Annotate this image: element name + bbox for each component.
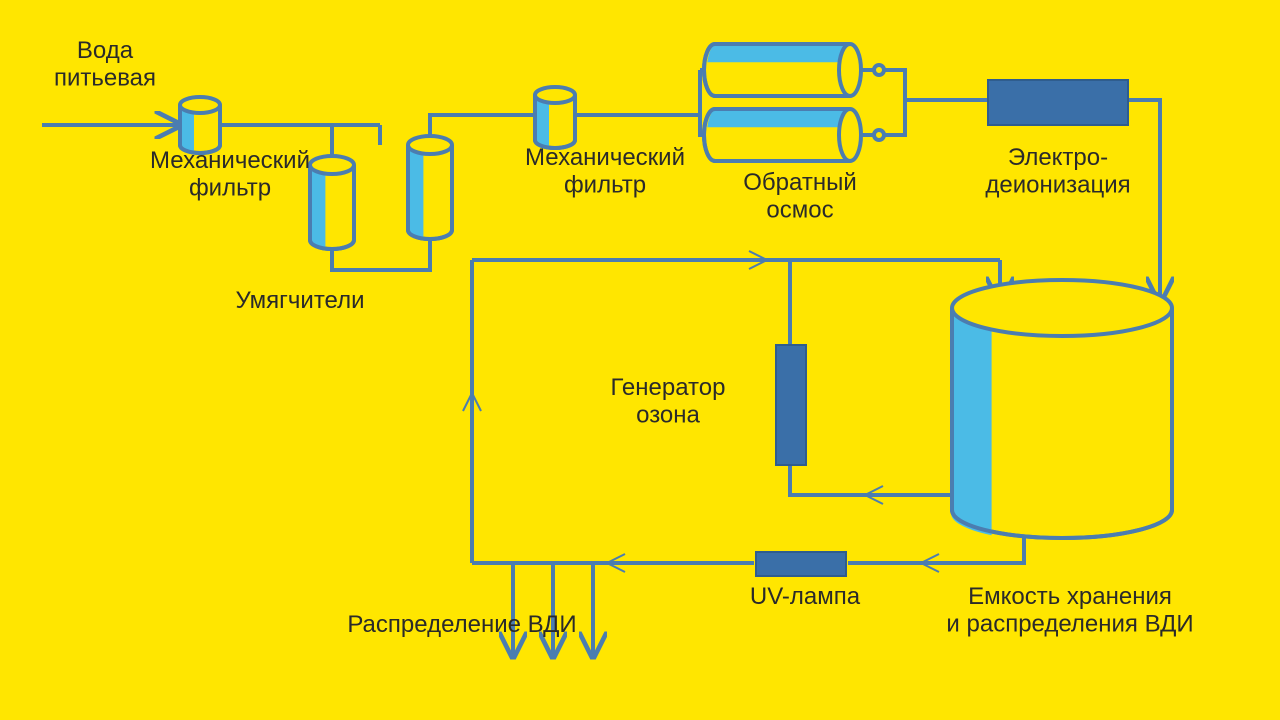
reverse-osmosis-bottom	[704, 109, 884, 161]
ozone-block	[776, 345, 806, 465]
reverse-osmosis-top	[704, 44, 884, 96]
water-purification-diagram: ВодапитьеваяМеханическийфильтрУмягчители…	[0, 0, 1280, 720]
softener-2	[408, 136, 452, 239]
softener-1	[310, 156, 354, 249]
mech-filter-2	[535, 87, 575, 148]
uv-lamp-block	[756, 552, 846, 576]
storage-tank	[951, 280, 1172, 538]
label-distribution: Распределение ВДИ	[347, 611, 576, 638]
label-tank: Емкость храненияи распределения ВДИ	[946, 583, 1193, 638]
label-softeners: Умягчители	[235, 287, 364, 314]
edi-block	[988, 80, 1128, 125]
label-uvlamp: UV-лампа	[750, 583, 861, 610]
mech-filter-1	[180, 97, 220, 153]
